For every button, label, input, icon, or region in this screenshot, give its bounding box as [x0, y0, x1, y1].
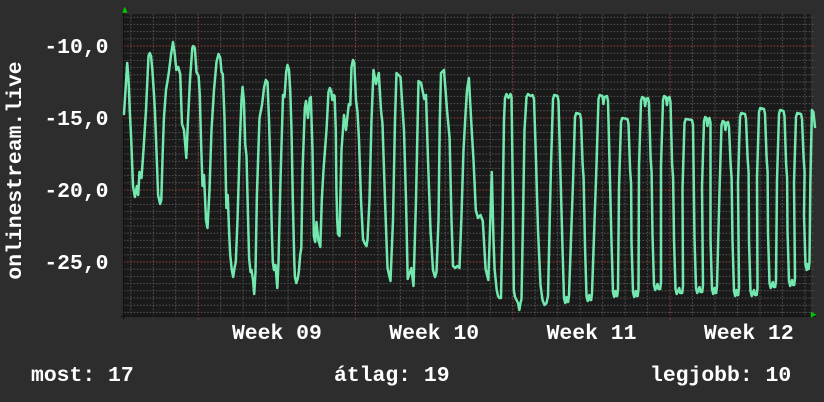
svg-text:Week 10: Week 10 — [389, 322, 479, 346]
svg-text:legjobb: 10: legjobb: 10 — [650, 364, 791, 388]
svg-text:Week 11: Week 11 — [547, 322, 637, 346]
svg-text:-10,0: -10,0 — [44, 36, 108, 60]
svg-text:-25,0: -25,0 — [44, 252, 108, 276]
svg-text:onlinestream.live: onlinestream.live — [4, 61, 28, 279]
svg-text:-20,0: -20,0 — [44, 180, 108, 204]
svg-text:-15,0: -15,0 — [44, 108, 108, 132]
svg-text:most: 17: most: 17 — [31, 364, 134, 388]
svg-text:Week 12: Week 12 — [704, 322, 794, 346]
svg-text:átlag: 19: átlag: 19 — [334, 364, 450, 388]
svg-text:Week 09: Week 09 — [232, 322, 322, 346]
